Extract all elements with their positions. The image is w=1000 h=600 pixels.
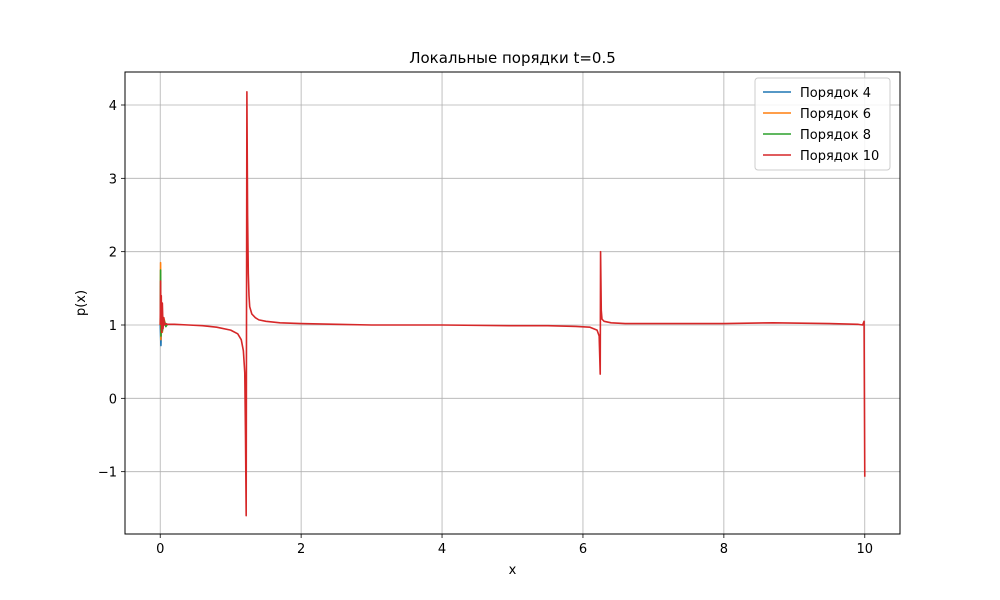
y-tick-label: 2 xyxy=(109,246,117,261)
y-tick-label: 4 xyxy=(109,99,117,114)
x-tick-label: 0 xyxy=(156,542,164,557)
x-tick-label: 2 xyxy=(297,542,305,557)
x-tick-label: 6 xyxy=(579,542,587,557)
y-tick-label: −1 xyxy=(98,466,117,481)
x-tick-label: 8 xyxy=(720,542,728,557)
legend-label: Порядок 10 xyxy=(800,149,879,164)
chart-title: Локальные порядки t=0.5 xyxy=(409,49,616,67)
legend-label: Порядок 6 xyxy=(800,107,871,122)
x-axis-label: x xyxy=(509,563,517,578)
legend-label: Порядок 4 xyxy=(800,86,871,101)
grid xyxy=(125,72,900,534)
plot-series-group xyxy=(159,91,866,517)
y-tick-label: 1 xyxy=(109,319,117,334)
plot-frame xyxy=(124,71,901,535)
y-axis-label: p(x) xyxy=(74,290,89,316)
legend-box xyxy=(754,77,891,171)
y-tick-label: 3 xyxy=(109,172,117,187)
x-tick-label: 4 xyxy=(438,542,446,557)
legend: Порядок 4 Порядок 6 Порядок 8 Порядок 10 xyxy=(754,77,891,171)
legend-label: Порядок 8 xyxy=(800,128,871,143)
ticks: 0 2 4 6 8 10 −1 0 1 2 3 4 xyxy=(98,99,873,557)
x-tick-label: 10 xyxy=(856,542,873,557)
series-line-4 xyxy=(159,91,866,517)
y-tick-label: 0 xyxy=(109,392,117,407)
